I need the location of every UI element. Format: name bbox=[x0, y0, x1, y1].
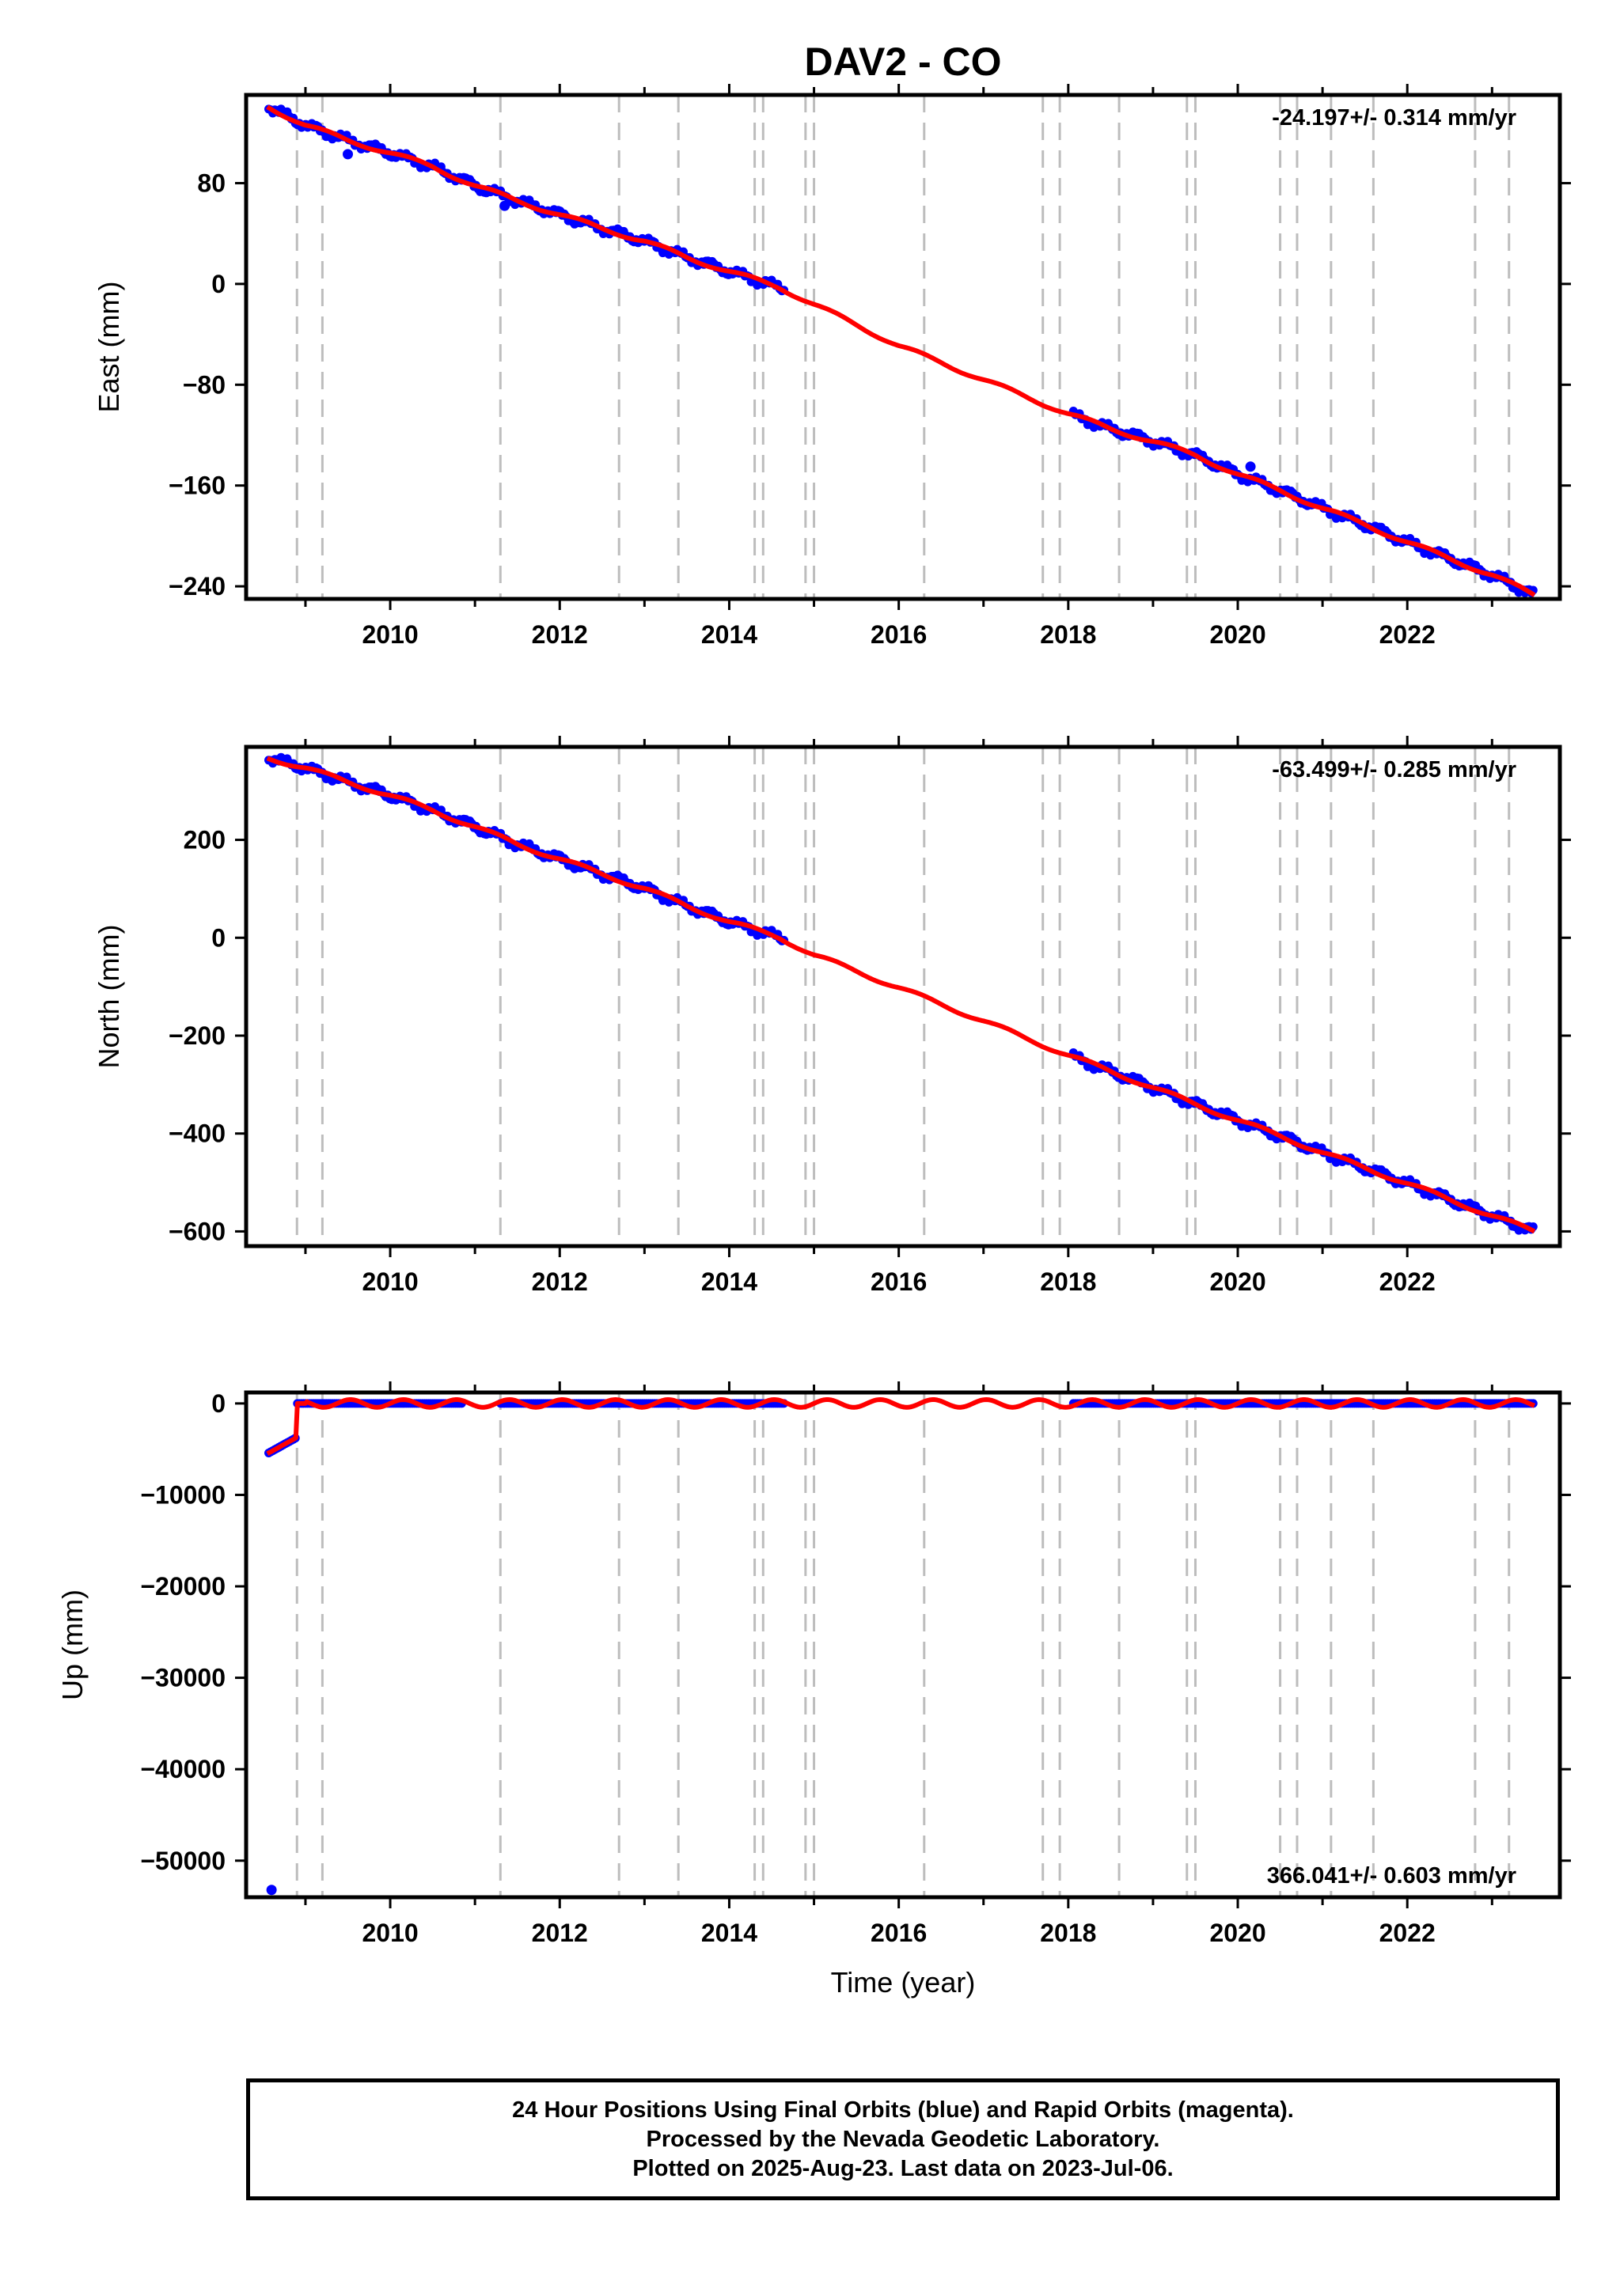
up-x-tick-label: 2016 bbox=[871, 1919, 927, 1947]
up-plot-area bbox=[264, 1392, 1538, 1897]
footer-line-2: Processed by the Nevada Geodetic Laborat… bbox=[646, 2126, 1160, 2152]
north-x-tick-label: 2018 bbox=[1040, 1267, 1096, 1296]
up-y-tick-label: −20000 bbox=[140, 1572, 226, 1601]
figure-title: DAV2 - CO bbox=[804, 40, 1001, 84]
north-x-tick-label: 2012 bbox=[532, 1267, 588, 1296]
north-x-tick-label: 2016 bbox=[871, 1267, 927, 1296]
north-y-tick-label: 200 bbox=[184, 826, 226, 854]
footer-line-3: Plotted on 2025-Aug-23. Last data on 202… bbox=[632, 2155, 1174, 2181]
east-y-tick-label: 0 bbox=[211, 270, 226, 298]
north-fit-line bbox=[266, 756, 1536, 1234]
north-y-tick-label: 0 bbox=[211, 923, 226, 952]
east-x-tick-label: 2012 bbox=[532, 620, 588, 649]
east-plot-area bbox=[264, 95, 1538, 599]
footer-line-1: 24 Hour Positions Using Final Orbits (bl… bbox=[512, 2097, 1294, 2123]
up-x-axis-label: Time (year) bbox=[831, 1966, 976, 1999]
north-x-tick-label: 2010 bbox=[362, 1267, 418, 1296]
footer-caption-box: 24 Hour Positions Using Final Orbits (bl… bbox=[246, 2078, 1560, 2200]
north-y-tick-label: −600 bbox=[169, 1217, 226, 1245]
up-y-tick-label: −50000 bbox=[140, 1847, 226, 1875]
up-fit-line bbox=[266, 1397, 1536, 1457]
north-y-tick-label: −400 bbox=[169, 1120, 226, 1148]
east-x-tick-label: 2020 bbox=[1209, 620, 1265, 649]
up-data-points bbox=[264, 1399, 1538, 1896]
east-fit-line bbox=[266, 104, 1536, 597]
up-y-tick-label: −10000 bbox=[140, 1480, 226, 1509]
east-y-tick-label: −240 bbox=[169, 572, 226, 601]
east-x-tick-label: 2022 bbox=[1379, 620, 1436, 649]
up-y-tick-label: −30000 bbox=[140, 1664, 226, 1692]
north-x-tick-label: 2022 bbox=[1379, 1267, 1436, 1296]
up-x-tick-label: 2012 bbox=[532, 1919, 588, 1947]
north-data-points bbox=[264, 752, 1538, 1235]
north-y-tick-label: −200 bbox=[169, 1021, 226, 1050]
up-outlier-point bbox=[266, 1885, 277, 1896]
up-y-axis-label: Up (mm) bbox=[56, 1589, 89, 1700]
north-plot-frame bbox=[244, 744, 1562, 1248]
east-panel: −240 −160 −80 0 80 2010 2012 2014 2016 2018 2020 20… bbox=[93, 84, 1571, 649]
up-x-tick-label: 2014 bbox=[701, 1919, 757, 1947]
north-y-axis-label: North (mm) bbox=[93, 925, 125, 1069]
north-x-tick-label: 2020 bbox=[1209, 1267, 1265, 1296]
east-outlier-point bbox=[1245, 461, 1256, 472]
north-x-tick-label: 2014 bbox=[701, 1267, 757, 1296]
east-x-tick-label: 2018 bbox=[1040, 620, 1096, 649]
east-rate-label: -24.197+/- 0.314 mm/yr bbox=[1272, 105, 1516, 131]
up-x-tick-label: 2010 bbox=[362, 1919, 418, 1947]
north-panel: −600 −400 −200 0 200 2010 2012 2014 2016 2018 2020… bbox=[93, 736, 1571, 1296]
east-plot-frame bbox=[244, 93, 1562, 601]
up-plot-frame bbox=[244, 1390, 1562, 1900]
up-x-tick-label: 2020 bbox=[1209, 1919, 1265, 1947]
up-y-tick-label: −40000 bbox=[140, 1755, 226, 1783]
north-plot-area bbox=[264, 747, 1538, 1246]
up-y-tick-label: 0 bbox=[211, 1389, 226, 1418]
east-y-axis-label: East (mm) bbox=[93, 282, 125, 413]
east-y-tick-label: −160 bbox=[169, 472, 226, 500]
east-x-tick-label: 2010 bbox=[362, 620, 418, 649]
east-outlier-point bbox=[343, 149, 354, 160]
up-x-tick-label: 2018 bbox=[1040, 1919, 1096, 1947]
east-x-tick-label: 2014 bbox=[701, 620, 757, 649]
east-x-tick-label: 2016 bbox=[871, 620, 927, 649]
up-panel: −50000 −40000 −30000 −20000 −10000 0 2010 2012 2… bbox=[56, 1381, 1571, 1999]
up-x-tick-label: 2022 bbox=[1379, 1919, 1436, 1947]
up-rate-label: 366.041+/- 0.603 mm/yr bbox=[1267, 1863, 1516, 1889]
east-outlier-point bbox=[499, 200, 510, 211]
north-rate-label: -63.499+/- 0.285 mm/yr bbox=[1272, 757, 1516, 782]
east-y-tick-label: −80 bbox=[183, 370, 226, 399]
east-y-tick-label: 80 bbox=[197, 169, 226, 197]
